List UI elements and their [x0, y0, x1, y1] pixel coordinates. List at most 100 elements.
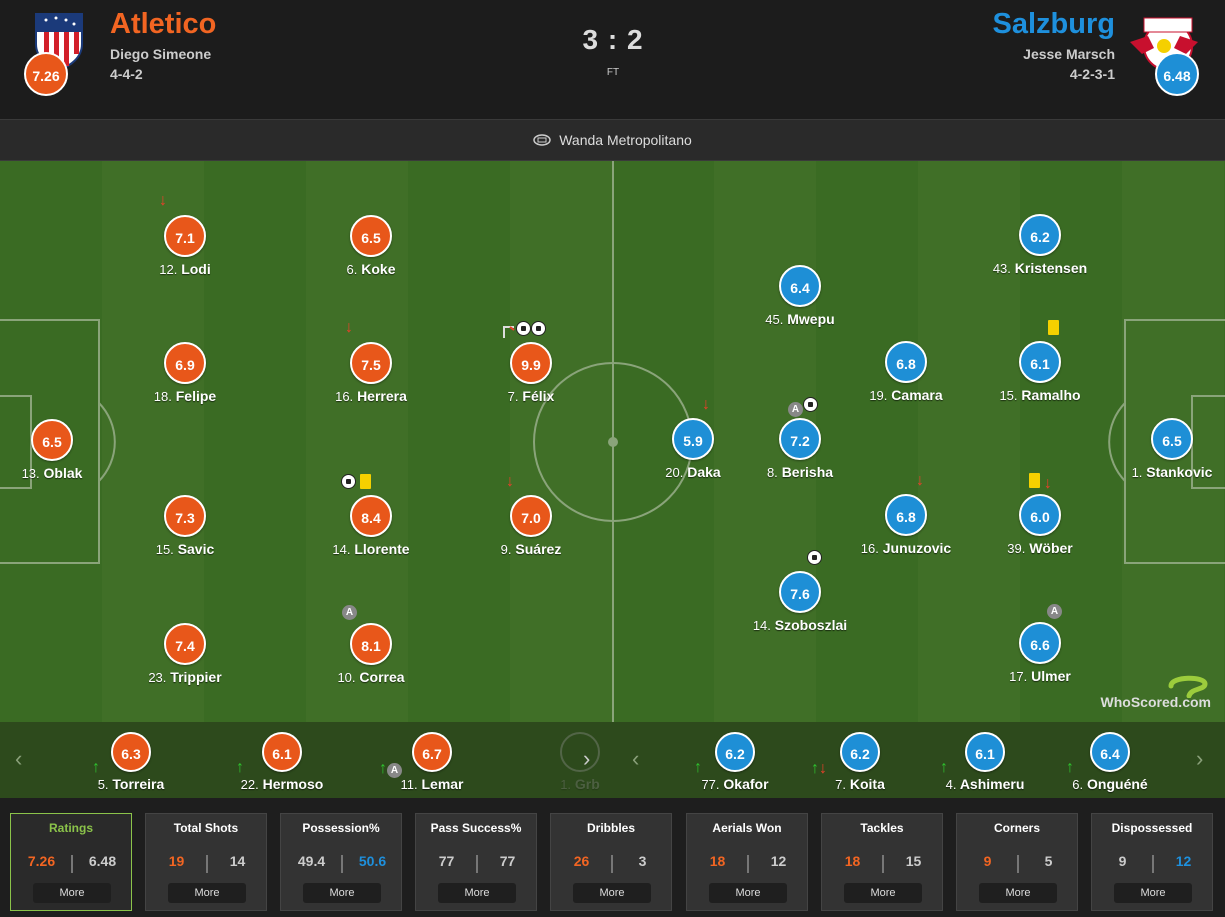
player-name: Grb [574, 776, 600, 792]
stat-home-value: 9 [983, 853, 992, 869]
felix-events [502, 321, 546, 339]
player-rating: 6.7 [412, 732, 452, 772]
away-manager[interactable]: Jesse Marsch [1023, 46, 1115, 62]
match-header: 7.26 Atletico Diego Simeone 4-4-2 3 : 2 … [0, 0, 1225, 119]
player-number: 9. [500, 542, 512, 557]
player-koke[interactable]: 6.5 6. Koke [301, 215, 441, 277]
player-kristensen[interactable]: 6.2 43. Kristensen [970, 214, 1110, 276]
player-name: Felipe [175, 388, 217, 404]
player-daka[interactable]: 5.9 20. Daka [623, 418, 763, 480]
home-team-name[interactable]: Atletico [110, 8, 217, 40]
player-trippier[interactable]: 7.4 23. Trippier [115, 623, 255, 685]
more-button[interactable]: More [844, 883, 922, 903]
yellow-card-icon [1029, 473, 1040, 488]
player-junuzovic[interactable]: 6.8 16. Junuzovic [836, 494, 976, 556]
more-button[interactable]: More [709, 883, 787, 903]
player-ramalho[interactable]: 6.1 15. Ramalho [970, 341, 1110, 403]
player-number: 23. [148, 670, 167, 685]
match-score: 3 : 2 [582, 24, 644, 55]
stat-away-value: 3 [638, 853, 647, 869]
player-number: 15. [999, 388, 1018, 403]
chevron-right-icon[interactable]: › [1196, 746, 1204, 771]
player-name: Stankovic [1146, 464, 1213, 480]
chevron-left-icon[interactable]: ‹ [15, 746, 23, 771]
stat-away-value: 14 [229, 853, 246, 869]
stat-corners[interactable]: Corners 9 5 More [956, 813, 1078, 911]
stat-ratings[interactable]: Ratings 7.26 6.48 More [10, 813, 132, 911]
stat-away-value: 50.6 [358, 853, 387, 869]
player-oblak[interactable]: 6.5 13. Oblak [0, 419, 122, 481]
home-manager[interactable]: Diego Simeone [110, 46, 212, 62]
player-name: Savic [177, 541, 215, 557]
player-felix[interactable]: 9.9 7. Félix [461, 342, 601, 404]
sub-torreira[interactable]: 6.3 5. Torreira [56, 732, 206, 792]
more-button[interactable]: More [168, 883, 246, 903]
player-stankovic[interactable]: 6.5 1. Stankovic [1102, 418, 1225, 480]
sub-koita[interactable]: 6.2 7. Koita [785, 732, 935, 792]
player-name: Camara [891, 387, 943, 403]
sub-hermoso[interactable]: 6.1 22. Hermoso [207, 732, 357, 792]
player-savic[interactable]: 7.3 15. Savic [115, 495, 255, 557]
chevron-right-icon[interactable]: › [583, 746, 591, 771]
home-formation: 4-4-2 [110, 66, 143, 82]
player-llorente[interactable]: 8.4 14. Llorente [301, 495, 441, 557]
player-suarez[interactable]: 7.0 9. Suárez [461, 495, 601, 557]
sub-on-arrow-icon: ↑ [1066, 759, 1074, 776]
more-button[interactable]: More [573, 883, 651, 903]
sub-okafor[interactable]: 6.2 77. Okafor [660, 732, 810, 792]
chevron-left-icon[interactable]: ‹ [632, 746, 640, 771]
more-button[interactable]: More [979, 883, 1057, 903]
player-correa[interactable]: 8.1 10. Correa [301, 623, 441, 685]
llorente-events [341, 474, 371, 492]
sub-ashimeru[interactable]: 6.1 4. Ashimeru [910, 732, 1060, 792]
sub-rating-placeholder [560, 732, 600, 772]
koita-events: ↑↓ [811, 760, 827, 777]
venue-name: Wanda Metropolitano [559, 132, 692, 148]
stat-dispossessed[interactable]: Dispossessed 9 12 More [1091, 813, 1213, 911]
player-number: 1. [560, 777, 572, 792]
more-button[interactable]: More [33, 883, 111, 903]
more-button[interactable]: More [438, 883, 516, 903]
stat-total-shots[interactable]: Total Shots 19 14 More [145, 813, 267, 911]
player-name: Félix [522, 388, 555, 404]
player-ulmer[interactable]: 6.6 17. Ulmer [970, 622, 1110, 684]
stat-tackles[interactable]: Tackles 18 15 More [821, 813, 943, 911]
player-camara[interactable]: 6.8 19. Camara [836, 341, 976, 403]
player-wober[interactable]: 6.0 39. Wöber [970, 494, 1110, 556]
player-rating: 6.1 [1019, 341, 1061, 383]
stat-away-value: 5 [1044, 853, 1053, 869]
sub-off-arrow-icon: ↓ [819, 760, 827, 777]
sub-lemar[interactable]: 6.7 11. Lemar [357, 732, 507, 792]
player-rating: 5.9 [672, 418, 714, 460]
stat-away-value: 15 [905, 853, 922, 869]
player-rating: 8.1 [350, 623, 392, 665]
player-number: 18. [153, 389, 172, 404]
stat-aerials-won[interactable]: Aerials Won 18 12 More [686, 813, 808, 911]
player-rating: 6.8 [885, 341, 927, 383]
sub-grbic[interactable]: 1. Grb [505, 732, 655, 792]
match-status: FT [606, 67, 620, 78]
player-herrera[interactable]: 7.5 16. Herrera [301, 342, 441, 404]
player-number: 39. [1007, 541, 1026, 556]
player-name: Hermoso [262, 776, 324, 792]
player-name: Mwepu [787, 311, 835, 327]
more-button[interactable]: More [1114, 883, 1192, 903]
player-felipe[interactable]: 6.9 18. Felipe [115, 342, 255, 404]
lemar-events: ↑ A [379, 760, 402, 778]
stat-pass-success[interactable]: Pass Success% 77 77 More [415, 813, 537, 911]
player-number: 1. [1131, 465, 1143, 480]
stat-away-value: 12 [1175, 853, 1192, 869]
player-szoboszlai[interactable]: 7.6 14. Szoboszlai [730, 571, 870, 633]
player-berisha[interactable]: 7.2 8. Berisha [730, 418, 870, 480]
away-team-name[interactable]: Salzburg [992, 8, 1115, 40]
player-mwepu[interactable]: 6.4 45. Mwepu [730, 265, 870, 327]
player-name: Daka [687, 464, 721, 480]
player-name: Onguéné [1087, 776, 1148, 792]
player-lodi[interactable]: 7.1 12. Lodi [115, 215, 255, 277]
stat-possession[interactable]: Possession% 49.4 50.6 More [280, 813, 402, 911]
player-rating: 7.3 [164, 495, 206, 537]
stat-dribbles[interactable]: Dribbles 26 3 More [550, 813, 672, 911]
player-rating: 6.3 [111, 732, 151, 772]
more-button[interactable]: More [303, 883, 381, 903]
sub-onguene[interactable]: 6.4 6. Onguéné [1035, 732, 1185, 792]
